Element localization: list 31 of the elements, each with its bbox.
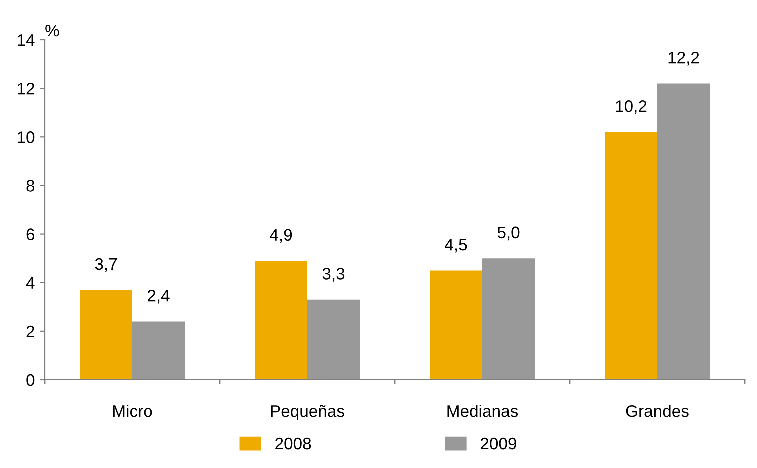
y-tick-label: 10 [18, 132, 35, 144]
y-tick-label: 12 [18, 82, 34, 95]
y-tick-label: 0 [26, 374, 35, 386]
legend-label: 2008 [276, 438, 312, 450]
x-tick-label: Micro [114, 405, 152, 418]
y-tick-label: 6 [26, 228, 35, 240]
data-label: 4,5 [445, 239, 468, 253]
bar [430, 270, 482, 380]
x-tick-label: Medianas [448, 405, 518, 418]
bar [255, 261, 308, 380]
y-axis-title: % [46, 24, 60, 37]
y-tick-label: 2 [26, 326, 34, 338]
data-label: 4,9 [270, 229, 292, 244]
bar [80, 290, 132, 380]
bar [658, 84, 710, 380]
data-label: 12,2 [668, 52, 700, 66]
bar [482, 258, 535, 380]
data-label: 10,2 [616, 100, 647, 114]
y-tick-label: 4 [26, 277, 35, 289]
bar [308, 300, 360, 380]
y-tick-label: 14 [18, 34, 35, 46]
bar [605, 132, 658, 380]
legend-label: 2009 [481, 438, 516, 450]
data-label: 3,7 [95, 258, 117, 272]
x-tick-label: Pequeñas [271, 405, 344, 421]
x-tick-label: Grandes [626, 405, 689, 418]
bar [132, 322, 185, 380]
y-tick-label: 8 [26, 180, 35, 192]
data-label: 3,3 [322, 268, 345, 282]
data-label: 5,0 [498, 226, 520, 241]
data-label: 2,4 [148, 290, 170, 304]
